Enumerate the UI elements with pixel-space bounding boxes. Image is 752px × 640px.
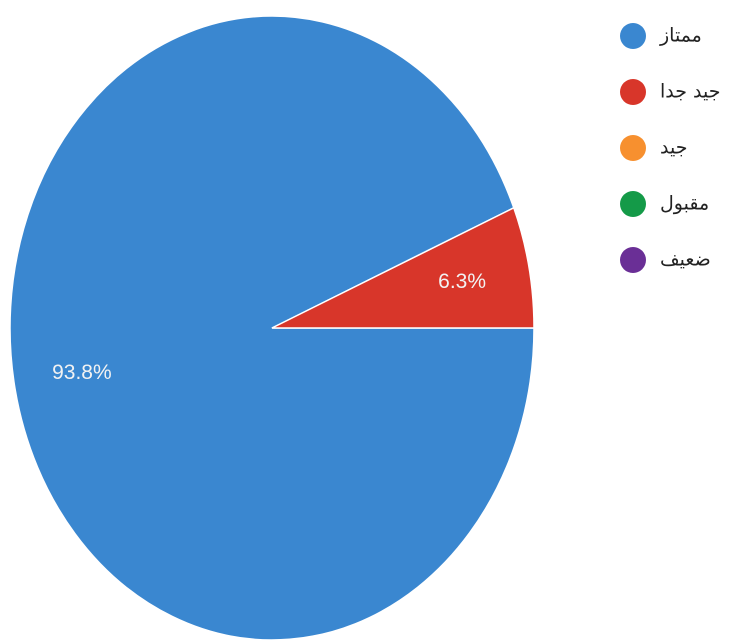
legend-label: ضعيف	[660, 249, 711, 271]
legend-label: جيد جدا	[660, 81, 721, 103]
legend-swatch	[620, 247, 646, 273]
legend-label: مقبول	[660, 193, 709, 215]
legend-swatch	[620, 191, 646, 217]
legend-label: جيد	[660, 137, 687, 159]
legend-swatch	[620, 23, 646, 49]
slice-label: 93.8%	[52, 361, 112, 384]
legend-label: ممتاز	[659, 25, 702, 47]
legend-swatch	[620, 135, 646, 161]
slice-label: 6.3%	[438, 270, 486, 293]
legend-swatch	[620, 79, 646, 105]
pie-slice	[271, 206, 535, 329]
